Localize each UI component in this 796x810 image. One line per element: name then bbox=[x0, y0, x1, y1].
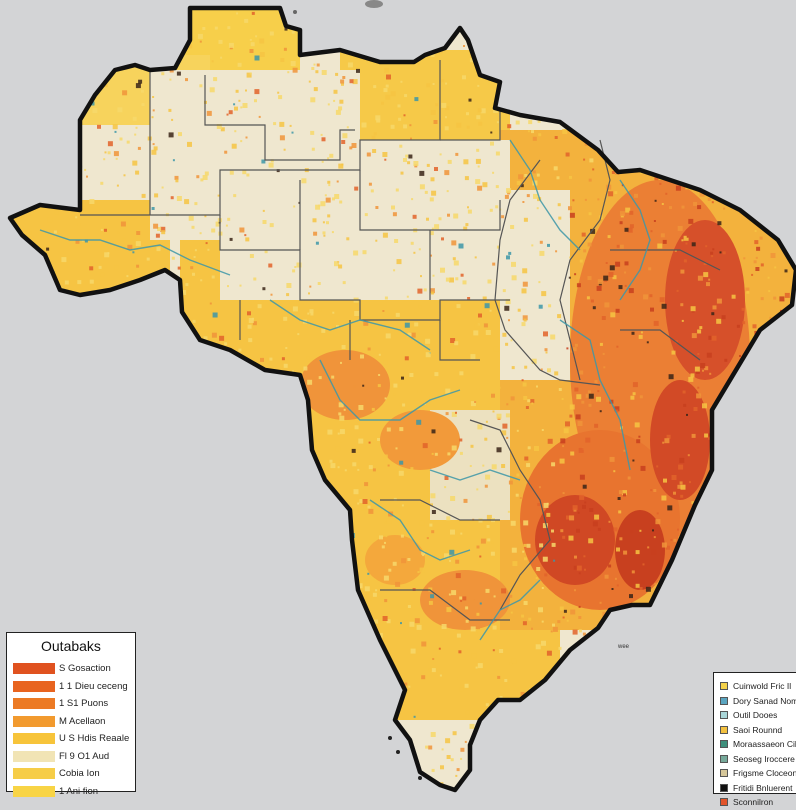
island bbox=[365, 0, 383, 8]
legend-label: Cuinwold Fric Il bbox=[733, 681, 791, 691]
legend-row: Outil Dooes bbox=[720, 708, 796, 723]
legend-label: 1 1 Dieu ceceng bbox=[59, 681, 128, 692]
legend-swatch bbox=[13, 733, 55, 744]
outbreaks-legend: Outabaks S Gosaction 1 1 Dieu ceceng 1 S1 … bbox=[6, 632, 136, 792]
legend-label: Cobia Ion bbox=[59, 768, 100, 779]
legend-row: Cuinwold Fric Il bbox=[720, 679, 796, 694]
legend-label: Dory Sanad Nom bbox=[733, 696, 796, 706]
legend-title: Outabaks bbox=[41, 638, 129, 654]
legend-swatch bbox=[720, 682, 728, 690]
category-legend: Cuinwold Fric Il Dory Sanad Nom Outil Dooe… bbox=[713, 672, 796, 794]
legend-swatch bbox=[13, 681, 55, 692]
legend-label: S Gosaction bbox=[59, 663, 111, 674]
legend-row: M Acellaon bbox=[13, 713, 129, 731]
legend-swatch bbox=[720, 755, 728, 763]
legend-swatch bbox=[720, 711, 728, 719]
legend-row: U S Hdis Reaaleneon bbox=[13, 730, 129, 748]
island bbox=[388, 736, 392, 740]
hotspot bbox=[380, 410, 460, 470]
legend-label: M Acellaon bbox=[59, 716, 105, 727]
legend-row: Moraassaeon Cil bbox=[720, 737, 796, 752]
legend-label: U S Hdis Reaaleneon bbox=[59, 733, 129, 744]
legend-row: Seoseg Iroccere bbox=[720, 752, 796, 767]
legend-row: Saoi Rounnd bbox=[720, 723, 796, 738]
legend-swatch bbox=[720, 784, 728, 792]
hotspot-dense bbox=[665, 220, 745, 380]
legend-label: Seoseg Iroccere bbox=[733, 754, 795, 764]
legend-row: Dory Sanad Nom bbox=[720, 694, 796, 709]
map-note: wee bbox=[618, 644, 629, 650]
legend-row: 1 S1 Puons bbox=[13, 695, 129, 713]
legend-swatch bbox=[13, 768, 55, 779]
legend-label: Sconnilron bbox=[733, 797, 773, 807]
legend-label: Moraassaeon Cil bbox=[733, 739, 796, 749]
legend-label: Fritidi Bnluerent bbox=[733, 783, 793, 793]
legend-swatch bbox=[13, 786, 55, 797]
legend-swatch bbox=[720, 769, 728, 777]
legend-row: 1 1 Dieu ceceng bbox=[13, 678, 129, 696]
legend-swatch bbox=[720, 798, 728, 806]
legend-label: 1 Ani fion bbox=[59, 786, 98, 797]
legend-swatch bbox=[720, 726, 728, 734]
legend-row: Sconnilron bbox=[720, 795, 796, 810]
island bbox=[293, 10, 297, 14]
legend-label: Outil Dooes bbox=[733, 710, 777, 720]
legend-row: Fl 9 O1 Aud bbox=[13, 748, 129, 766]
legend-label: Fl 9 O1 Aud bbox=[59, 751, 109, 762]
legend-row: Fritidi Bnluerent bbox=[720, 781, 796, 796]
island bbox=[396, 750, 400, 754]
hotspot bbox=[365, 535, 425, 585]
legend-label: Saoi Rounnd bbox=[733, 725, 782, 735]
legend-label: Frigsme Cloceon bbox=[733, 768, 796, 778]
legend-row: S Gosaction bbox=[13, 660, 129, 678]
legend-row: Frigsme Cloceon bbox=[720, 766, 796, 781]
legend-row: Cobia Ion bbox=[13, 765, 129, 783]
legend-label: 1 S1 Puons bbox=[59, 698, 108, 709]
island bbox=[418, 776, 422, 780]
legend-swatch bbox=[720, 697, 728, 705]
legend-swatch bbox=[13, 698, 55, 709]
legend-swatch bbox=[13, 663, 55, 674]
legend-row: 1 Ani fion bbox=[13, 783, 129, 801]
legend-swatch bbox=[720, 740, 728, 748]
legend-swatch bbox=[13, 751, 55, 762]
legend-swatch bbox=[13, 716, 55, 727]
